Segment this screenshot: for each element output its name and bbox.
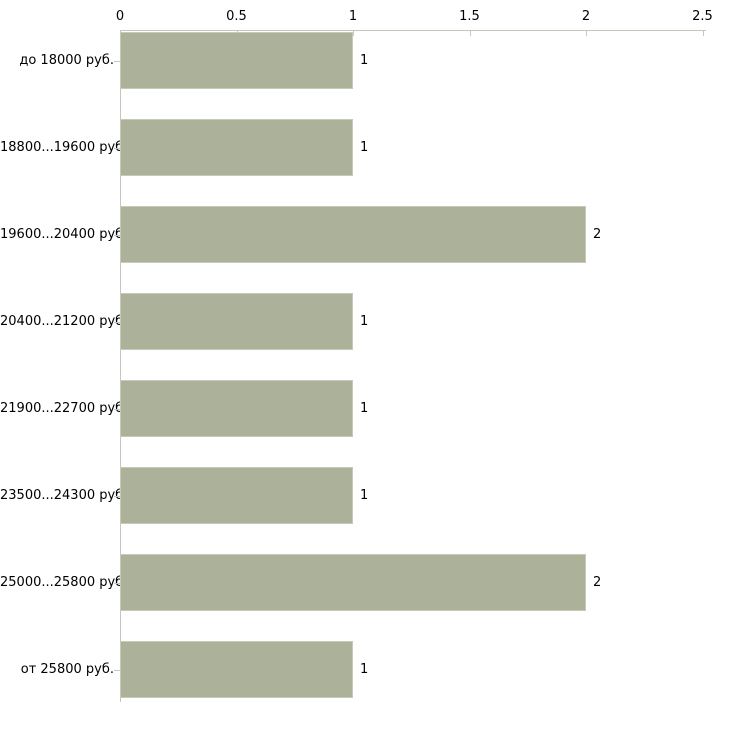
value-label: 1 bbox=[360, 313, 369, 329]
value-label: 2 bbox=[593, 226, 602, 242]
bar bbox=[120, 293, 353, 350]
category-label: 19600...20400 руб. bbox=[0, 226, 128, 242]
x-tick-label: 2.5 bbox=[692, 9, 713, 24]
category-label: 21900...22700 руб. bbox=[0, 400, 128, 416]
x-tick-label: 0 bbox=[115, 9, 125, 24]
x-tick-mark bbox=[353, 31, 354, 36]
category-label: до 18000 руб. bbox=[19, 52, 114, 68]
value-label: 1 bbox=[360, 661, 369, 677]
bar bbox=[120, 206, 586, 263]
bar bbox=[120, 119, 353, 176]
bar bbox=[120, 641, 353, 698]
category-tick-mark bbox=[114, 496, 120, 497]
category-tick-mark bbox=[114, 61, 120, 62]
category-tick-mark bbox=[114, 148, 120, 149]
x-tick-mark bbox=[469, 31, 471, 36]
category-tick-mark bbox=[114, 583, 120, 584]
category-tick-mark bbox=[114, 409, 120, 410]
x-tick-label: 1 bbox=[348, 9, 358, 24]
x-tick-label: 2 bbox=[581, 9, 591, 24]
category-label: 25000...25800 руб. bbox=[0, 574, 128, 590]
bar bbox=[120, 467, 353, 524]
category-label: 20400...21200 руб. bbox=[0, 313, 128, 329]
x-axis-line bbox=[120, 30, 706, 31]
category-tick-mark bbox=[114, 235, 120, 236]
x-tick-label: 1.5 bbox=[459, 9, 480, 24]
x-tick-label: 0.5 bbox=[226, 9, 247, 24]
x-tick-mark bbox=[702, 31, 704, 36]
bar bbox=[120, 32, 353, 89]
value-label: 2 bbox=[593, 574, 602, 590]
category-tick-mark bbox=[114, 322, 120, 323]
value-label: 1 bbox=[360, 52, 369, 68]
value-label: 1 bbox=[360, 139, 369, 155]
bar bbox=[120, 380, 353, 437]
value-label: 1 bbox=[360, 400, 369, 416]
x-tick-mark bbox=[586, 31, 587, 36]
category-label: 23500...24300 руб. bbox=[0, 487, 128, 503]
bar bbox=[120, 554, 586, 611]
category-label: от 25800 руб. bbox=[20, 661, 114, 677]
value-label: 1 bbox=[360, 487, 369, 503]
category-label: 18800...19600 руб. bbox=[0, 139, 128, 155]
y-axis-line bbox=[120, 30, 121, 702]
category-tick-mark bbox=[114, 670, 120, 671]
